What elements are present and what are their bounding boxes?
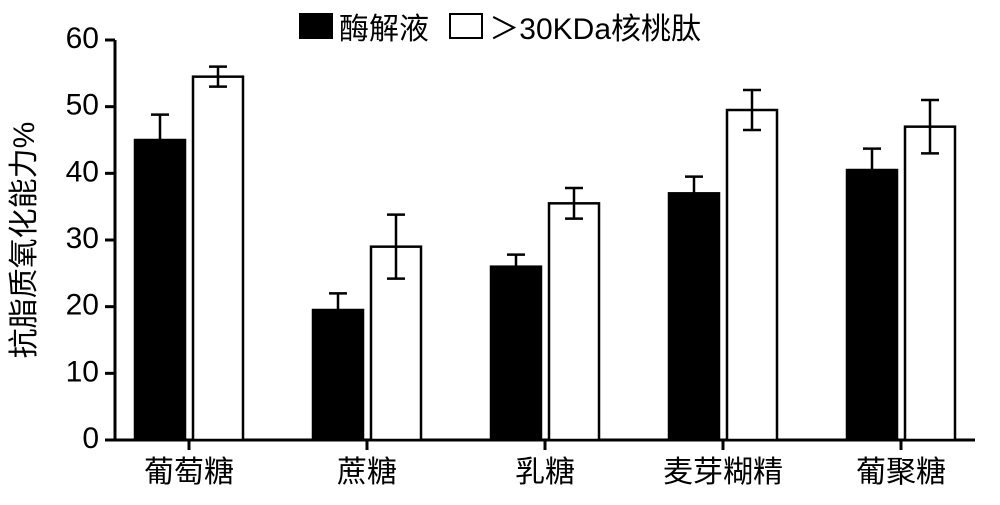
ytick-label: 0 — [82, 422, 99, 455]
ytick-label: 40 — [66, 155, 99, 188]
legend-swatch-0 — [299, 13, 333, 39]
bar — [491, 267, 541, 440]
legend-swatch-1 — [449, 13, 483, 39]
bar — [135, 140, 185, 440]
ytick-label: 10 — [66, 355, 99, 388]
legend: 酶解液 ＞30KDa核桃肽 — [0, 4, 1000, 48]
xtick-label: 麦芽糊精 — [663, 456, 783, 489]
ytick-label: 50 — [66, 89, 99, 122]
bar — [313, 310, 363, 440]
xtick-label: 蔗糖 — [337, 456, 397, 489]
legend-label-1: ＞30KDa核桃肽 — [489, 4, 701, 48]
chart-container: 酶解液 ＞30KDa核桃肽 0102030405060抗脂质氧化能力%葡萄糖蔗糖… — [0, 0, 1000, 505]
xtick-label: 葡萄糖 — [144, 456, 234, 489]
xtick-label: 乳糖 — [515, 456, 575, 489]
bar — [669, 193, 719, 440]
bar — [905, 127, 955, 440]
xtick-label: 葡聚糖 — [856, 456, 946, 489]
chart-svg: 0102030405060抗脂质氧化能力%葡萄糖蔗糖乳糖麦芽糊精葡聚糖 — [0, 0, 1000, 505]
legend-label-0: 酶解液 — [339, 4, 429, 48]
bar — [549, 203, 599, 440]
bar — [847, 170, 897, 440]
legend-item-0: 酶解液 — [299, 4, 429, 48]
legend-item-1: ＞30KDa核桃肽 — [449, 4, 701, 48]
ytick-label: 20 — [66, 289, 99, 322]
bar — [193, 77, 243, 440]
ytick-label: 30 — [66, 222, 99, 255]
y-axis-label: 抗脂质氧化能力% — [8, 122, 41, 359]
bar — [727, 110, 777, 440]
